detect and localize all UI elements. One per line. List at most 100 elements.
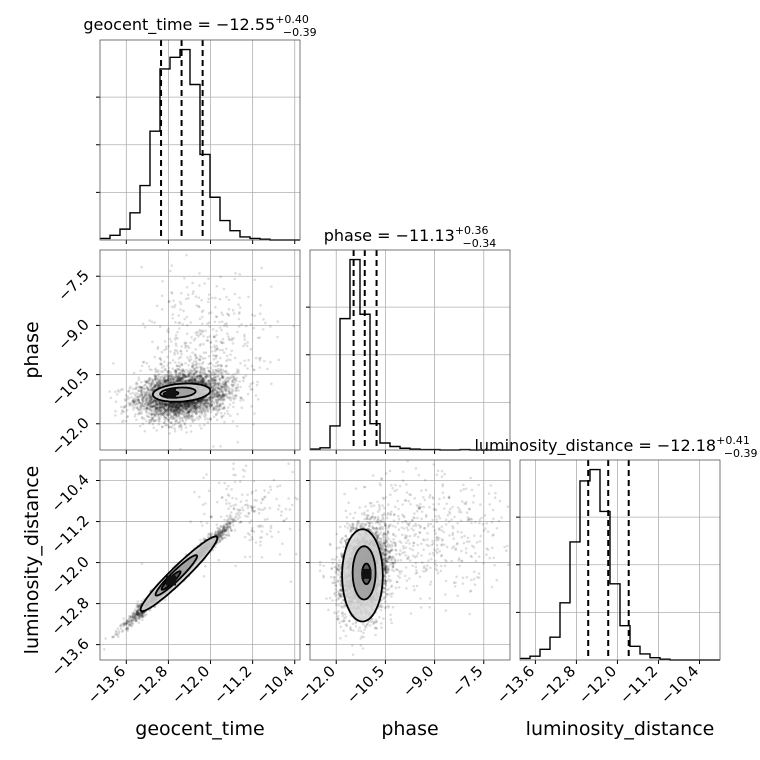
sample-point bbox=[204, 372, 207, 375]
sample-point bbox=[195, 375, 199, 378]
sample-point bbox=[172, 402, 176, 405]
sample-point bbox=[134, 392, 137, 395]
sample-point bbox=[218, 369, 222, 372]
sample-point bbox=[173, 403, 177, 406]
sample-point bbox=[161, 402, 165, 406]
sample-point bbox=[164, 403, 168, 407]
sample-point bbox=[170, 374, 174, 377]
sample-point bbox=[187, 403, 191, 407]
sample-point bbox=[162, 402, 166, 405]
sample-point bbox=[188, 379, 192, 383]
sample-point bbox=[149, 382, 152, 385]
sample-point bbox=[215, 389, 219, 393]
sample-point bbox=[163, 368, 167, 371]
sample-point bbox=[222, 414, 225, 418]
sample-point bbox=[239, 362, 242, 365]
sample-point bbox=[189, 424, 192, 428]
sample-point bbox=[168, 377, 172, 381]
sample-point bbox=[229, 353, 232, 356]
sample-point bbox=[172, 408, 175, 411]
sample-point bbox=[196, 379, 199, 383]
sample-point bbox=[201, 399, 205, 403]
sample-point bbox=[218, 381, 221, 385]
sample-point bbox=[212, 373, 215, 377]
sample-point bbox=[160, 402, 164, 406]
sample-point bbox=[211, 328, 215, 331]
sample-point bbox=[202, 403, 206, 407]
sample-point bbox=[232, 375, 236, 379]
sample-point bbox=[242, 344, 245, 348]
sample-point bbox=[198, 272, 201, 275]
sample-point bbox=[177, 377, 181, 381]
sample-point bbox=[155, 418, 158, 422]
sample-point bbox=[147, 398, 150, 401]
sample-point bbox=[178, 426, 181, 429]
sample-point bbox=[196, 374, 200, 378]
title-phase-main: phase = −11.13 bbox=[324, 226, 455, 245]
sample-point bbox=[194, 410, 197, 413]
sample-point bbox=[158, 380, 161, 383]
sample-point bbox=[224, 394, 227, 397]
sample-point bbox=[153, 384, 156, 388]
sample-point bbox=[205, 373, 209, 377]
sample-point bbox=[219, 356, 222, 360]
sample-point bbox=[162, 403, 166, 407]
sample-point bbox=[207, 362, 211, 366]
sample-point bbox=[191, 401, 194, 405]
sample-point bbox=[167, 403, 170, 407]
sample-point bbox=[126, 416, 129, 419]
sample-point bbox=[201, 315, 204, 319]
sample-point bbox=[166, 364, 169, 367]
sample-point bbox=[213, 375, 216, 379]
sample-point bbox=[174, 342, 178, 345]
sample-point bbox=[193, 378, 196, 381]
sample-point bbox=[141, 388, 144, 392]
sample-point bbox=[219, 405, 222, 408]
sample-point bbox=[174, 373, 178, 377]
sample-point bbox=[221, 402, 225, 405]
sample-point bbox=[229, 376, 232, 380]
sample-point bbox=[201, 322, 204, 326]
sample-point bbox=[143, 402, 146, 406]
sample-point bbox=[175, 371, 178, 374]
sample-point bbox=[206, 417, 210, 421]
sample-point bbox=[138, 386, 141, 390]
sample-point bbox=[180, 404, 183, 407]
sample-point bbox=[175, 405, 178, 408]
sample-point bbox=[194, 402, 198, 405]
sample-point bbox=[197, 402, 200, 406]
sample-point bbox=[178, 372, 181, 375]
sample-point bbox=[229, 358, 232, 362]
sample-point bbox=[211, 388, 215, 392]
sample-point bbox=[182, 369, 185, 373]
sample-point bbox=[161, 413, 164, 417]
sample-point bbox=[191, 415, 195, 419]
sample-point bbox=[179, 404, 183, 408]
sample-point bbox=[203, 372, 206, 376]
sample-point bbox=[215, 373, 218, 376]
sample-point bbox=[167, 374, 170, 377]
sample-point bbox=[163, 340, 167, 343]
sample-point bbox=[154, 415, 157, 418]
sample-point bbox=[144, 408, 148, 412]
sample-point bbox=[179, 308, 182, 311]
sample-point bbox=[182, 402, 185, 405]
sample-point bbox=[191, 408, 195, 412]
sample-point bbox=[166, 408, 169, 412]
sample-point bbox=[149, 397, 153, 400]
sample-point bbox=[176, 403, 179, 407]
sample-point bbox=[134, 413, 137, 416]
sample-point bbox=[253, 368, 256, 372]
sample-point bbox=[186, 402, 189, 406]
sample-point bbox=[187, 410, 191, 414]
sample-point bbox=[197, 401, 201, 405]
sample-point bbox=[216, 369, 219, 373]
sample-point bbox=[195, 410, 199, 414]
sample-point bbox=[204, 381, 207, 385]
sample-point bbox=[209, 366, 212, 370]
sample-point bbox=[216, 394, 219, 398]
sample-point bbox=[200, 375, 203, 378]
sample-point bbox=[220, 395, 224, 399]
sample-point bbox=[184, 406, 188, 409]
sample-point bbox=[158, 410, 162, 414]
